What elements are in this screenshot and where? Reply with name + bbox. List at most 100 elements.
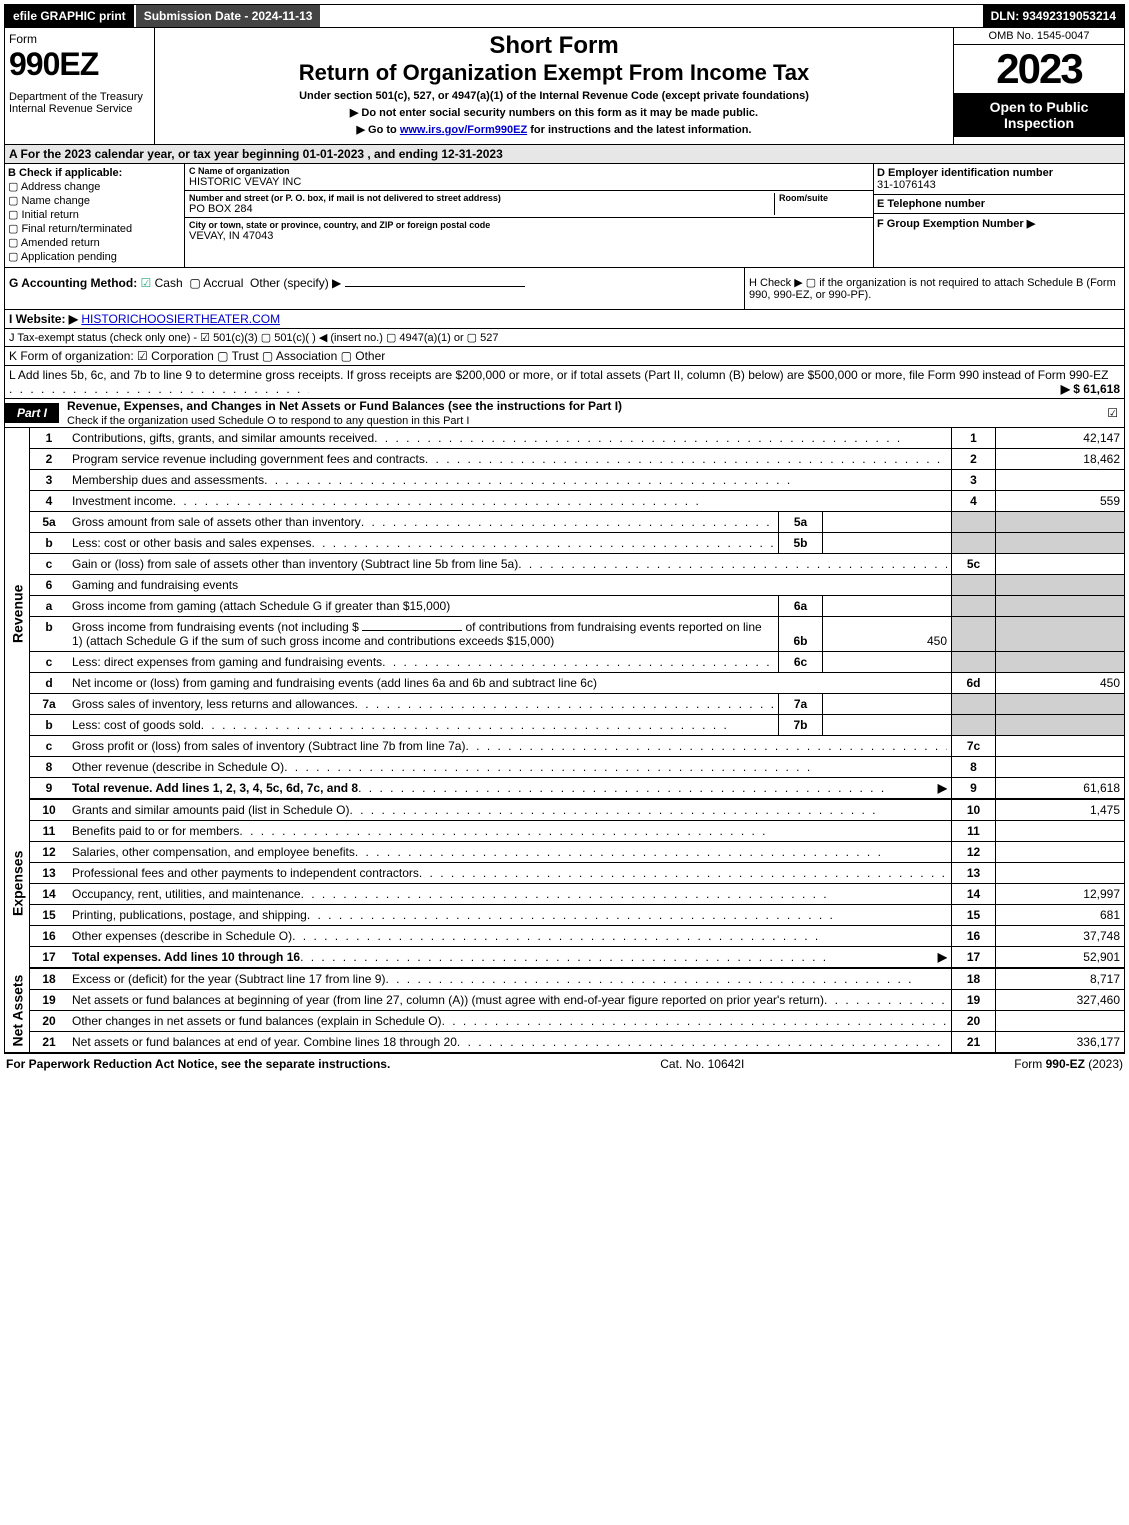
section-a-calendar-year: A For the 2023 calendar year, or tax yea… [4, 145, 1125, 164]
submission-date: Submission Date - 2024-11-13 [134, 5, 323, 27]
line-18-num: 18 [30, 969, 68, 990]
line-13-num: 13 [30, 863, 68, 884]
line-18-val: 8,717 [996, 969, 1125, 990]
chk-final-return[interactable]: Final return/terminated [8, 222, 181, 235]
line-14-num: 14 [30, 884, 68, 905]
line-7c-num: c [30, 736, 68, 757]
chk-initial-return[interactable]: Initial return [8, 208, 181, 221]
line-6b: b Gross income from fundraising events (… [30, 617, 1124, 652]
line-5c-rnum: 5c [952, 554, 996, 575]
box-i-label: I Website: ▶ [9, 312, 78, 326]
box-d-label: D Employer identification number [877, 167, 1121, 179]
line-4-desc: Investment income [72, 494, 173, 508]
line-7a-rnum-shaded [952, 694, 996, 715]
header-left: Form 990EZ Department of the Treasury In… [5, 28, 155, 144]
irs-link[interactable]: www.irs.gov/Form990EZ [400, 124, 527, 136]
line-12-rnum: 12 [952, 842, 996, 863]
part-i-header: Part I Revenue, Expenses, and Changes in… [4, 399, 1125, 428]
line-21-num: 21 [30, 1032, 68, 1053]
chk-accrual[interactable]: Accrual [189, 276, 243, 290]
website-link[interactable]: HISTORICHOOSIERTHEATER.COM [81, 312, 280, 326]
chk-amended-return[interactable]: Amended return [8, 236, 181, 249]
line-7b-desc: Less: cost of goods sold [72, 718, 201, 732]
part-i-checkbox[interactable]: ☑ [622, 406, 1124, 420]
line-3-rnum: 3 [952, 470, 996, 491]
line-11-desc: Benefits paid to or for members [72, 824, 239, 838]
org-name: HISTORIC VEVAY INC [189, 176, 869, 188]
box-g-label: G Accounting Method: [9, 276, 137, 290]
line-1-rnum: 1 [952, 428, 996, 449]
line-13-rnum: 13 [952, 863, 996, 884]
line-6c-rval-shaded [996, 652, 1125, 673]
chk-address-change[interactable]: Address change [8, 180, 181, 193]
line-8: 8 Other revenue (describe in Schedule O)… [30, 757, 1124, 778]
main-title: Return of Organization Exempt From Incom… [159, 60, 949, 86]
line-4-num: 4 [30, 491, 68, 512]
other-specify-line[interactable] [345, 286, 525, 287]
omb-number: OMB No. 1545-0047 [954, 28, 1124, 45]
line-6b-blank[interactable] [362, 630, 462, 631]
chk-cash[interactable]: Cash [141, 276, 183, 290]
line-20-rnum: 20 [952, 1011, 996, 1032]
footer-center: Cat. No. 10642I [660, 1057, 744, 1071]
line-20-desc: Other changes in net assets or fund bala… [72, 1014, 442, 1028]
line-12-val [996, 842, 1125, 863]
line-6a-rnum-shaded [952, 596, 996, 617]
form-word: Form [9, 32, 150, 46]
line-20-val [996, 1011, 1125, 1032]
line-13-val [996, 863, 1125, 884]
efile-print-label[interactable]: efile GRAPHIC print [5, 5, 134, 27]
org-city: VEVAY, IN 47043 [189, 230, 869, 242]
chk-application-pending[interactable]: Application pending [8, 250, 181, 263]
line-5a: 5a Gross amount from sale of assets othe… [30, 512, 1124, 533]
line-15-num: 15 [30, 905, 68, 926]
line-7b-sval [823, 715, 952, 736]
line-5b-snum: 5b [779, 533, 823, 554]
line-19: 19 Net assets or fund balances at beginn… [30, 990, 1124, 1011]
box-c: C Name of organization HISTORIC VEVAY IN… [185, 164, 874, 267]
line-19-rnum: 19 [952, 990, 996, 1011]
line-8-desc: Other revenue (describe in Schedule O) [72, 760, 284, 774]
line-5a-num: 5a [30, 512, 68, 533]
line-18-desc: Excess or (deficit) for the year (Subtra… [72, 972, 385, 986]
line-6c-rnum-shaded [952, 652, 996, 673]
line-7c-rnum: 7c [952, 736, 996, 757]
line-17-desc: Total expenses. Add lines 10 through 16 [72, 950, 300, 964]
line-15-val: 681 [996, 905, 1125, 926]
line-6d-val: 450 [996, 673, 1125, 694]
line-7c-val [996, 736, 1125, 757]
ein-value: 31-1076143 [877, 179, 1121, 191]
line-5b: b Less: cost or other basis and sales ex… [30, 533, 1124, 554]
line-20: 20 Other changes in net assets or fund b… [30, 1011, 1124, 1032]
chk-name-change[interactable]: Name change [8, 194, 181, 207]
line-10-rnum: 10 [952, 800, 996, 821]
line-2: 2 Program service revenue including gove… [30, 449, 1124, 470]
line-7b-snum: 7b [779, 715, 823, 736]
subtitle-3: ▶ Go to www.irs.gov/Form990EZ for instru… [159, 123, 949, 136]
line-9-desc: Total revenue. Add lines 1, 2, 3, 4, 5c,… [72, 781, 358, 795]
line-19-desc: Net assets or fund balances at beginning… [72, 993, 824, 1007]
org-street: PO BOX 284 [189, 203, 774, 215]
line-11: 11 Benefits paid to or for members 11 [30, 821, 1124, 842]
line-7b-rnum-shaded [952, 715, 996, 736]
gh-row: G Accounting Method: Cash Accrual Other … [4, 268, 1125, 310]
line-11-num: 11 [30, 821, 68, 842]
tax-year: 2023 [954, 45, 1124, 93]
line-4: 4 Investment income 4 559 [30, 491, 1124, 512]
line-16-num: 16 [30, 926, 68, 947]
line-6d-num: d [30, 673, 68, 694]
line-7a-desc: Gross sales of inventory, less returns a… [72, 697, 355, 711]
line-7b-num: b [30, 715, 68, 736]
line-6a: a Gross income from gaming (attach Sched… [30, 596, 1124, 617]
line-6c-desc: Less: direct expenses from gaming and fu… [72, 655, 382, 669]
room-suite-label: Room/suite [779, 193, 869, 203]
subtitle-1: Under section 501(c), 527, or 4947(a)(1)… [159, 90, 949, 102]
line-6-rval-shaded [996, 575, 1125, 596]
box-b-title: B Check if applicable: [8, 167, 181, 179]
line-21-val: 336,177 [996, 1032, 1125, 1053]
top-bar-spacer [322, 5, 982, 27]
sub3-pre: ▶ Go to [357, 124, 400, 136]
line-14-rnum: 14 [952, 884, 996, 905]
line-17-val: 52,901 [996, 947, 1125, 968]
line-10: 10 Grants and similar amounts paid (list… [30, 800, 1124, 821]
